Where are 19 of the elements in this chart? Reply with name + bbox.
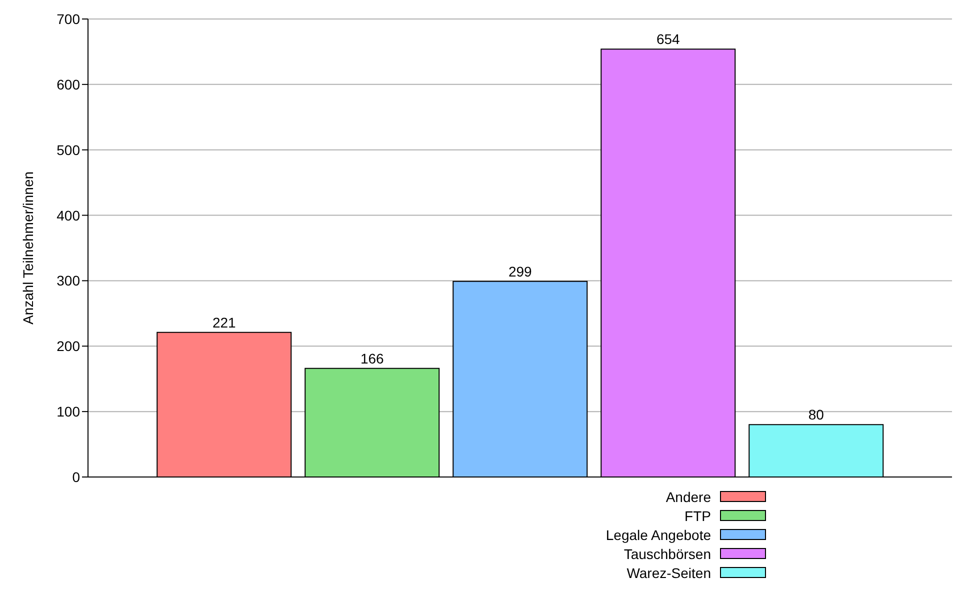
y-tick-label: 600 (56, 76, 80, 92)
legend-label: Warez-Seiten (626, 564, 711, 580)
legend-label: FTP (684, 508, 711, 524)
y-tick-label: 300 (56, 272, 80, 289)
y-tick-label: 400 (56, 207, 80, 224)
y-axis-title: Anzahl Teilnehmer/innen (20, 171, 36, 325)
y-tick-label: 0 (72, 468, 80, 485)
y-tick-label: 100 (56, 404, 80, 420)
legend-label: Tauschbörsen (624, 546, 711, 562)
y-tick-label: 200 (56, 338, 80, 354)
data-label: 654 (656, 31, 680, 48)
data-label: 166 (360, 350, 384, 366)
y-tick-label: 700 (56, 10, 80, 27)
y-tick-label: 500 (56, 142, 80, 158)
legend-label: Andere (666, 488, 711, 504)
data-label: 80 (808, 406, 824, 423)
legend-label: Legale Angebote (606, 526, 711, 542)
data-label: 221 (212, 314, 236, 330)
data-label: 299 (508, 263, 532, 280)
